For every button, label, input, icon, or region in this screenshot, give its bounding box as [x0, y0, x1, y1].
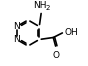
Text: N: N — [13, 35, 20, 44]
Text: OH: OH — [65, 28, 78, 37]
Text: 2: 2 — [46, 5, 50, 11]
Text: NH: NH — [34, 1, 47, 10]
Text: O: O — [52, 50, 59, 60]
Text: N: N — [13, 22, 20, 31]
